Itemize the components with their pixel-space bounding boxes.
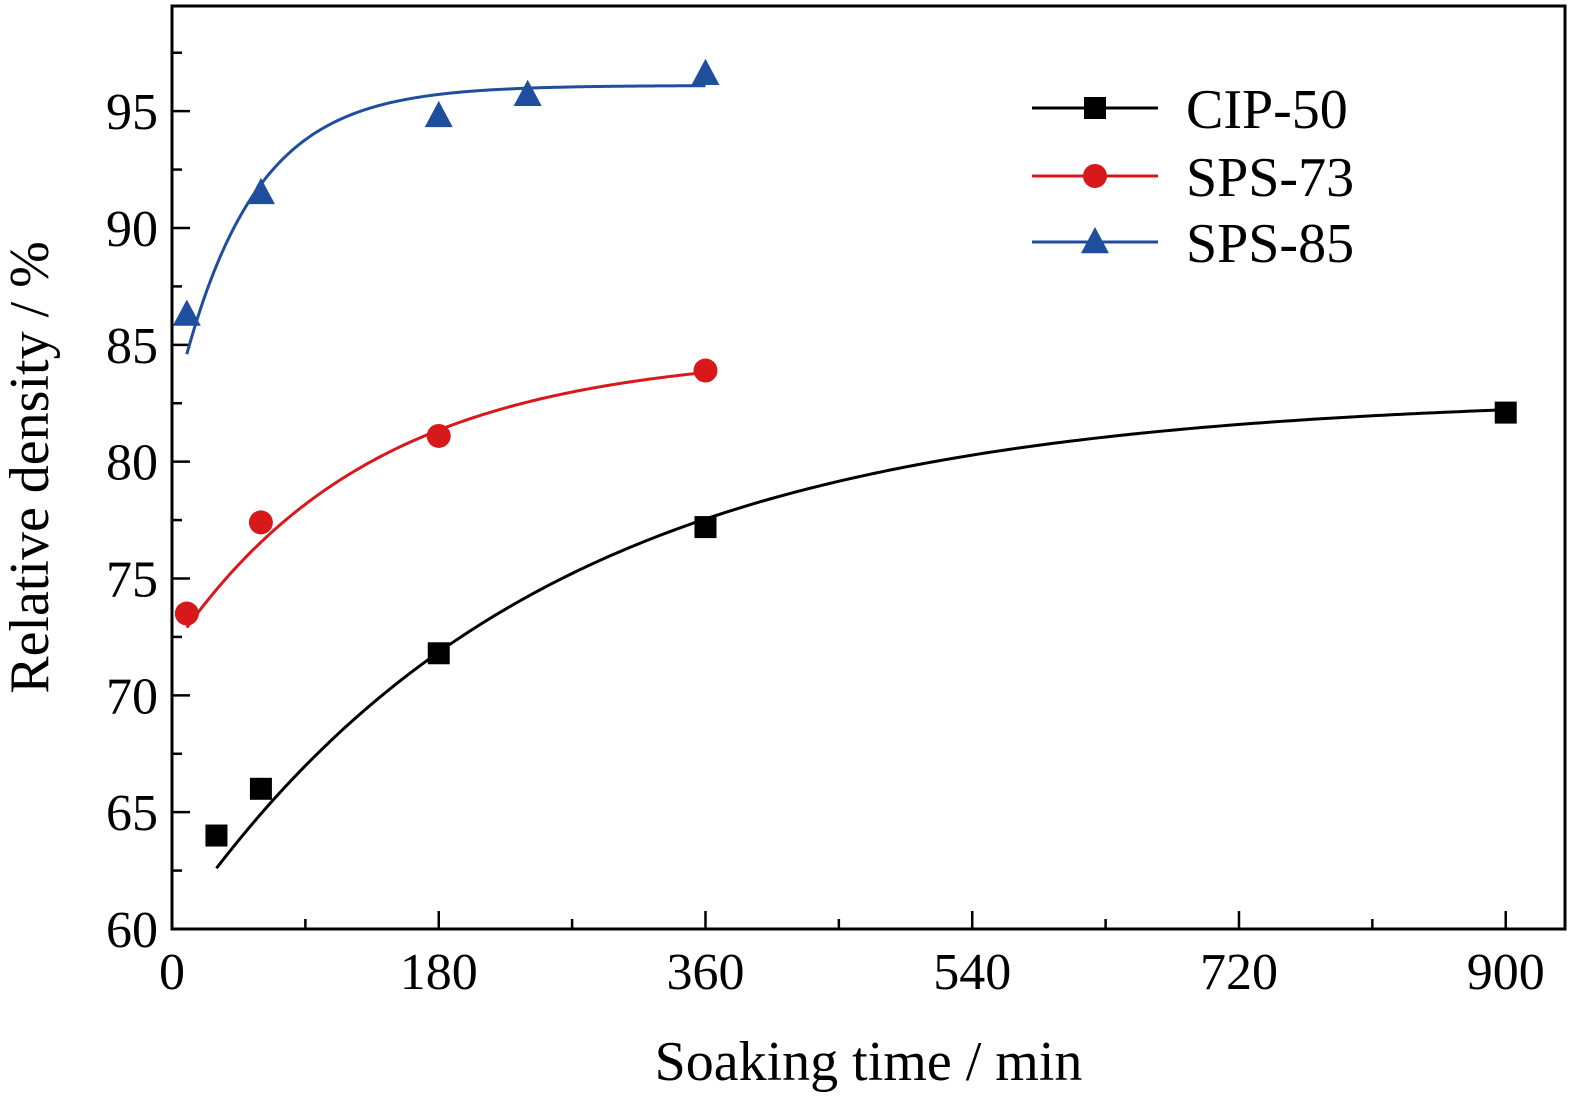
x-tick-label: 540 <box>933 944 1011 1001</box>
fit-curve-sps-85 <box>185 84 706 355</box>
data-point-sps-85 <box>172 299 201 326</box>
y-tick-label: 90 <box>106 201 158 258</box>
x-tick-label: 0 <box>159 944 185 1001</box>
data-point-sps-73 <box>174 601 199 626</box>
fit-curve-sps-73 <box>185 370 706 629</box>
y-tick-label: 60 <box>106 902 158 959</box>
x-axis-title: Soaking time / min <box>655 1031 1083 1093</box>
data-point-cip-50 <box>694 516 717 539</box>
data-point-cip-50 <box>205 824 228 847</box>
data-point-sps-73 <box>426 423 451 448</box>
y-axis-title: Relative density / % <box>0 241 61 694</box>
x-tick-label: 360 <box>666 944 744 1001</box>
data-point-sps-85 <box>513 79 542 107</box>
data-point-sps-85 <box>424 100 453 128</box>
y-tick-label: 95 <box>106 84 158 141</box>
y-tick-label: 75 <box>106 551 158 608</box>
data-point-sps-85 <box>691 58 720 86</box>
data-point-sps-73 <box>248 510 273 535</box>
fit-curve-cip-50 <box>215 408 1506 870</box>
legend-marker-sps-85 <box>1081 227 1109 254</box>
y-tick-label: 70 <box>106 668 158 725</box>
legend-label-sps-73: SPS-73 <box>1186 147 1354 209</box>
legend-marker-cip-50 <box>1084 97 1106 119</box>
plot-frame <box>170 4 1567 931</box>
data-point-cip-50 <box>249 777 272 800</box>
y-tick-label: 65 <box>106 785 158 842</box>
legend-marker-sps-73 <box>1083 164 1107 188</box>
minor-ticks <box>172 51 1374 929</box>
x-tick-label: 900 <box>1467 944 1545 1001</box>
y-tick-label: 85 <box>106 318 158 375</box>
legend-label-sps-85: SPS-85 <box>1186 213 1354 275</box>
data-point-sps-85 <box>246 177 275 205</box>
tick-labels: 0 180 360 540 720 900 60 65 70 75 80 85 90 95 <box>106 84 1545 1001</box>
x-tick-label: 180 <box>400 944 478 1001</box>
data-point-sps-73 <box>693 358 718 383</box>
data-point-cip-50 <box>427 642 450 665</box>
data-point-cip-50 <box>1494 401 1517 424</box>
y-tick-label: 80 <box>106 435 158 492</box>
legend-label-cip-50: CIP-50 <box>1186 79 1348 141</box>
x-tick-label: 720 <box>1200 944 1278 1001</box>
data-markers <box>172 58 1517 847</box>
